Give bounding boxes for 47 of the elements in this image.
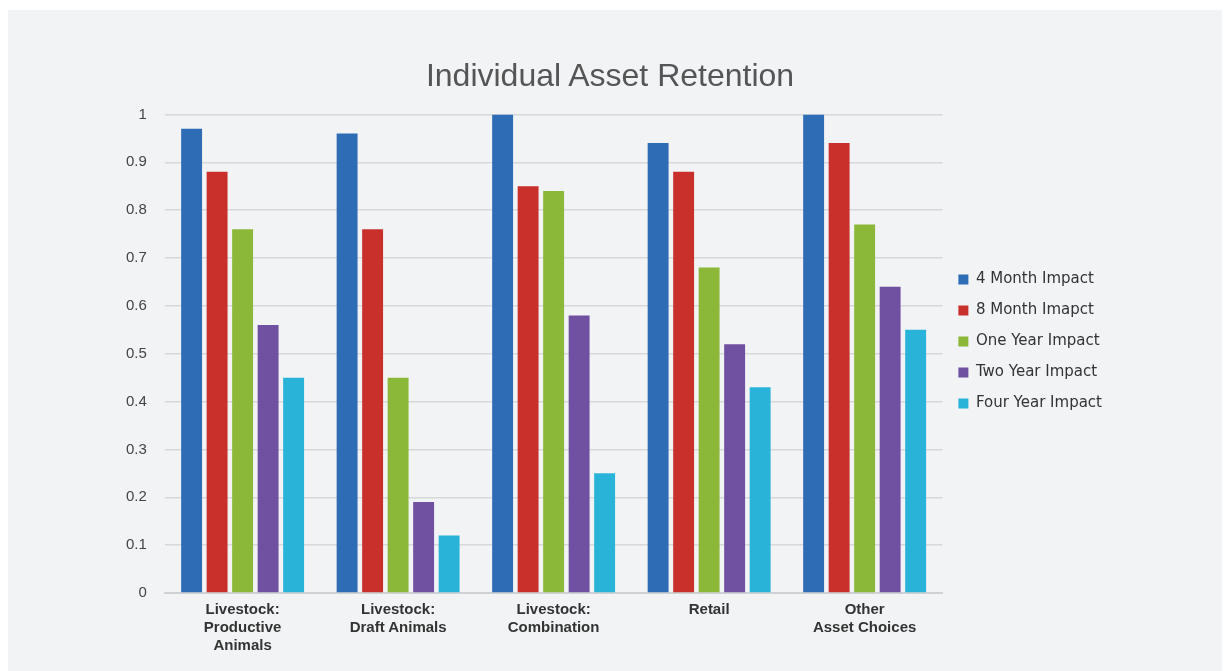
bar [803, 114, 825, 593]
legend-label: One Year Impact [975, 331, 1100, 350]
bar [517, 186, 539, 593]
bar [673, 171, 695, 593]
bar [568, 315, 590, 593]
bar [438, 535, 460, 593]
bar [413, 502, 435, 593]
legend-label: Four Year Impact [975, 393, 1103, 412]
x-tick-label: Other Asset Choices [812, 600, 917, 636]
y-tick-label: 0.3 [125, 439, 147, 457]
bar [749, 387, 771, 593]
bar [879, 286, 901, 593]
y-tick-label: 1 [138, 104, 147, 122]
y-tick-label: 0.8 [125, 200, 147, 218]
bar [854, 224, 876, 593]
bar [905, 329, 927, 593]
bar [387, 377, 409, 593]
x-tick-label: Livestock: Productive Animals [203, 600, 282, 654]
x-tick-label: Livestock: Combination [507, 600, 600, 636]
bar [232, 229, 254, 593]
y-tick-label: 0.7 [125, 248, 147, 266]
legend-label: Two Year Impact [974, 362, 1098, 381]
bar [336, 133, 358, 593]
bar [647, 143, 669, 593]
y-tick-label: 0.1 [125, 535, 147, 553]
y-tick-label: 0.2 [125, 487, 147, 505]
chart-title: Individual Asset Retention [425, 57, 795, 94]
bar [257, 324, 279, 593]
bar [362, 229, 384, 593]
y-tick-label: 0.4 [125, 391, 147, 409]
bar [283, 377, 305, 593]
bar [724, 344, 746, 593]
legend-label: 8 Month Imapct [975, 300, 1094, 319]
bar [828, 143, 850, 593]
bar [594, 473, 616, 593]
bar [181, 128, 203, 593]
x-tick-label: Retail [688, 600, 730, 618]
legend-label: 4 Month Impact [975, 269, 1094, 288]
x-tick-label: Livestock: Draft Animals [349, 600, 447, 636]
y-tick-label: 0.6 [125, 295, 147, 313]
bar [543, 190, 565, 593]
bar [492, 114, 514, 593]
y-tick-label: 0.9 [125, 152, 147, 170]
bar [206, 171, 228, 593]
bar [698, 267, 720, 593]
y-tick-label: 0 [138, 583, 147, 601]
y-tick-label: 0.5 [125, 343, 147, 361]
